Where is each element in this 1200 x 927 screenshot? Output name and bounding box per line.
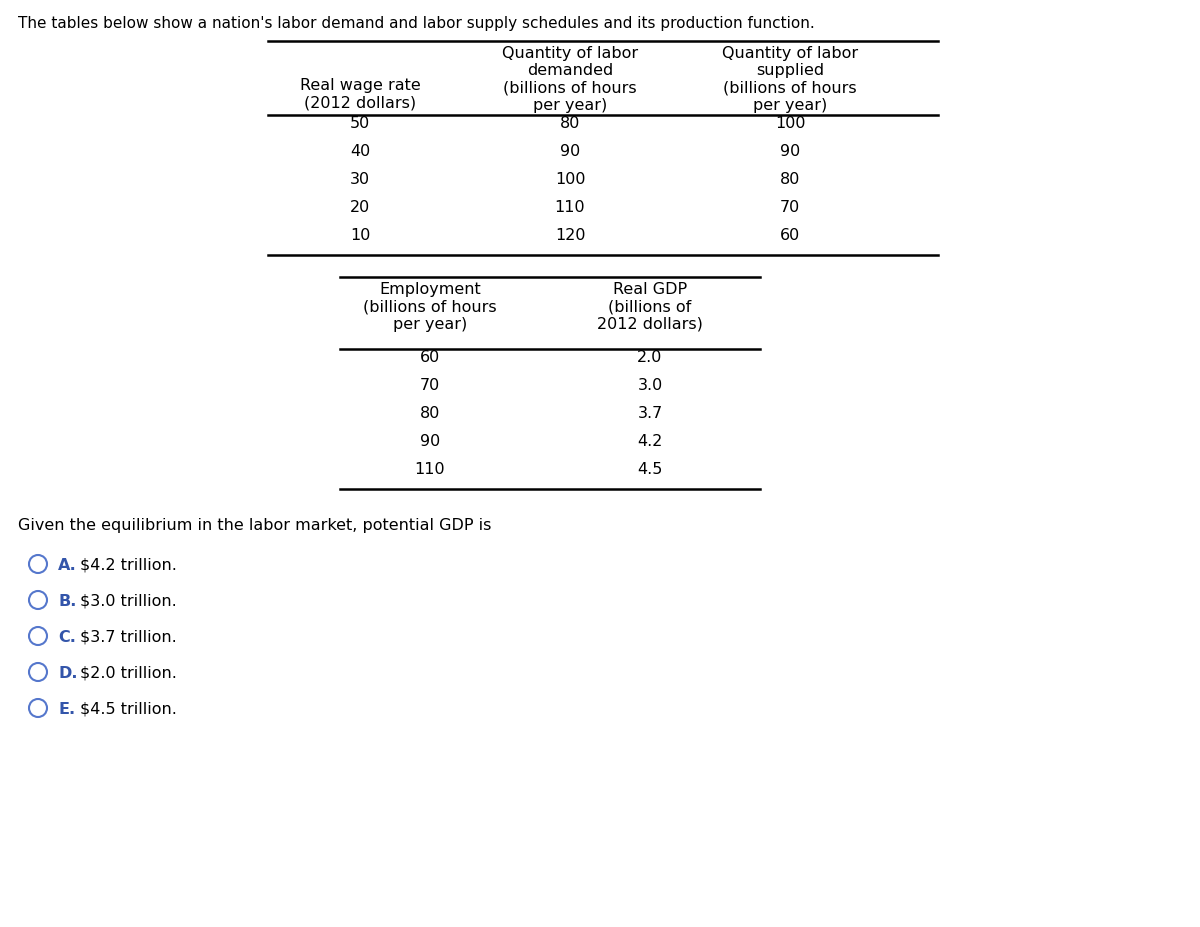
- Text: D.: D.: [58, 666, 78, 680]
- Text: $3.7 trillion.: $3.7 trillion.: [80, 629, 176, 644]
- Text: 50: 50: [350, 117, 370, 132]
- Text: E.: E.: [58, 701, 76, 717]
- Text: 80: 80: [560, 117, 580, 132]
- Text: 3.0: 3.0: [637, 378, 662, 393]
- Text: The tables below show a nation's labor demand and labor supply schedules and its: The tables below show a nation's labor d…: [18, 16, 815, 31]
- Text: 100: 100: [775, 117, 805, 132]
- Text: 70: 70: [420, 378, 440, 393]
- Text: Quantity of labor
demanded
(billions of hours
per year): Quantity of labor demanded (billions of …: [502, 46, 638, 113]
- Text: 40: 40: [350, 145, 370, 159]
- Text: C.: C.: [58, 629, 76, 644]
- Text: 60: 60: [420, 350, 440, 365]
- Text: 70: 70: [780, 200, 800, 215]
- Text: 110: 110: [415, 462, 445, 477]
- Text: Given the equilibrium in the labor market, potential GDP is: Given the equilibrium in the labor marke…: [18, 517, 491, 532]
- Text: 2.0: 2.0: [637, 350, 662, 365]
- Text: 90: 90: [560, 145, 580, 159]
- Text: 90: 90: [780, 145, 800, 159]
- Text: B.: B.: [58, 593, 77, 608]
- Text: 4.5: 4.5: [637, 462, 662, 477]
- Text: 3.7: 3.7: [637, 406, 662, 421]
- Text: 100: 100: [554, 172, 586, 187]
- Text: Real GDP
(billions of
2012 dollars): Real GDP (billions of 2012 dollars): [598, 282, 703, 332]
- Text: $4.5 trillion.: $4.5 trillion.: [80, 701, 176, 717]
- Text: 80: 80: [780, 172, 800, 187]
- Text: Quantity of labor
supplied
(billions of hours
per year): Quantity of labor supplied (billions of …: [722, 46, 858, 113]
- Text: 20: 20: [350, 200, 370, 215]
- Text: $4.2 trillion.: $4.2 trillion.: [80, 557, 176, 572]
- Text: 110: 110: [554, 200, 586, 215]
- Text: A.: A.: [58, 557, 77, 572]
- Text: $2.0 trillion.: $2.0 trillion.: [80, 666, 176, 680]
- Text: 120: 120: [554, 228, 586, 243]
- Text: 30: 30: [350, 172, 370, 187]
- Text: $3.0 trillion.: $3.0 trillion.: [80, 593, 176, 608]
- Text: Real wage rate
(2012 dollars): Real wage rate (2012 dollars): [300, 78, 420, 110]
- Text: Employment
(billions of hours
per year): Employment (billions of hours per year): [364, 282, 497, 332]
- Text: 90: 90: [420, 434, 440, 449]
- Text: 60: 60: [780, 228, 800, 243]
- Text: 10: 10: [350, 228, 370, 243]
- Text: 80: 80: [420, 406, 440, 421]
- Text: 4.2: 4.2: [637, 434, 662, 449]
